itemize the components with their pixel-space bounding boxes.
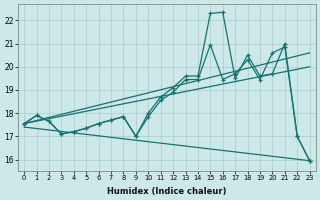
X-axis label: Humidex (Indice chaleur): Humidex (Indice chaleur) <box>107 187 227 196</box>
